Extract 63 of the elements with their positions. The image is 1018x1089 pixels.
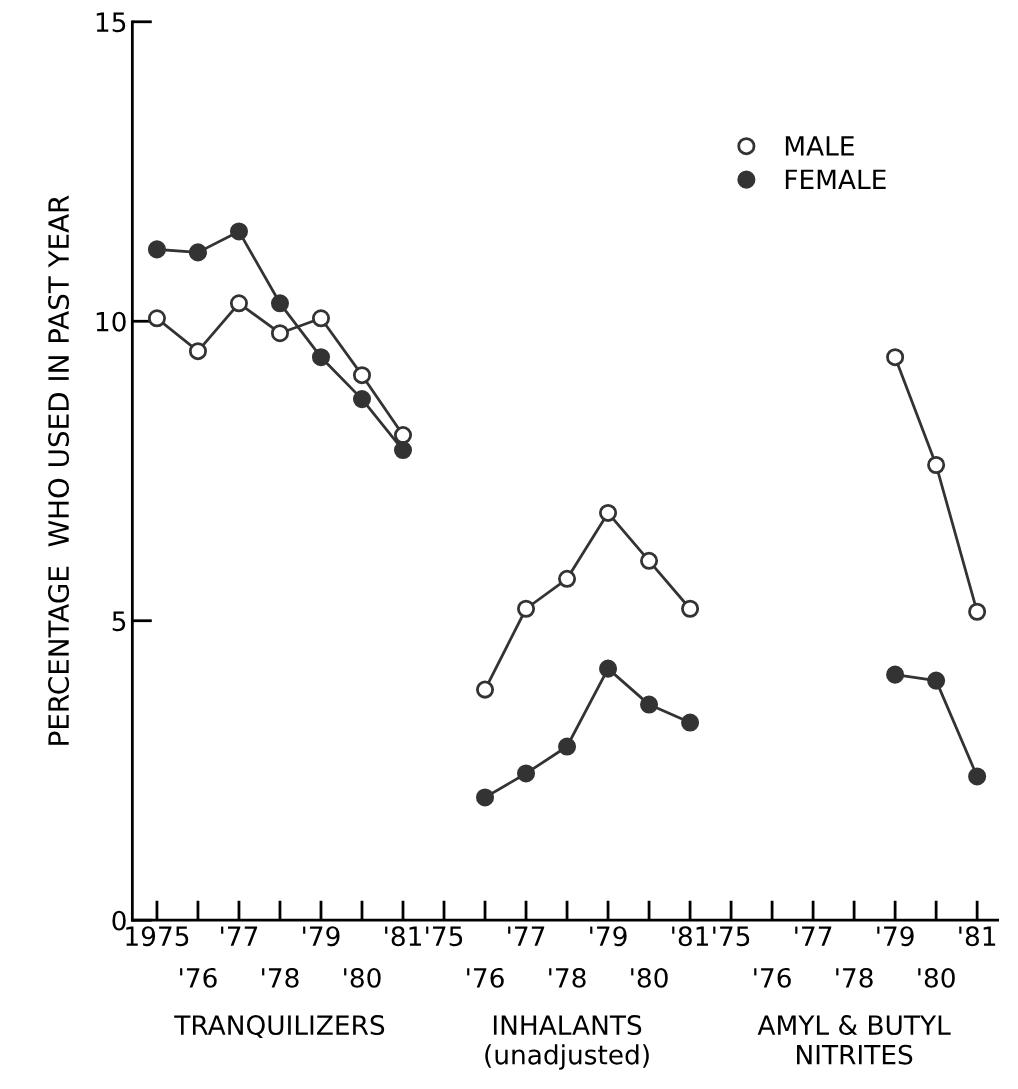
x-tick-label: '81 <box>959 926 996 947</box>
point <box>311 348 331 367</box>
point <box>681 599 700 618</box>
x-tick-label: '80 <box>344 967 381 988</box>
x-tick-label: '80 <box>918 967 955 988</box>
x-tick-label: '79 <box>590 926 627 947</box>
x-tick-label: '78 <box>836 967 873 988</box>
y-axis-title: PERCENTAGE WHO USED IN PAST YEAR <box>48 195 70 745</box>
point <box>558 737 577 756</box>
point <box>229 222 248 241</box>
x-tick-label: '77 <box>508 926 545 946</box>
point <box>352 366 372 385</box>
x-tick-label: '75 <box>426 926 463 947</box>
point <box>270 294 289 313</box>
point <box>147 240 166 259</box>
y-tick-label: 0 <box>112 910 126 931</box>
x-tick-label: '81 <box>385 926 421 947</box>
point <box>968 767 987 786</box>
point <box>188 243 207 262</box>
x-tick-label: '76 <box>754 967 791 988</box>
point <box>188 342 207 361</box>
point <box>681 713 700 732</box>
x-tick-label: '79 <box>877 926 914 947</box>
point <box>886 665 905 684</box>
point <box>886 348 905 367</box>
point <box>927 671 946 690</box>
point <box>475 788 495 807</box>
point <box>147 309 166 328</box>
point <box>393 441 413 460</box>
x-tick-label: '76 <box>467 967 504 988</box>
point <box>311 309 331 328</box>
point <box>517 599 536 618</box>
point <box>599 659 618 678</box>
legend-label: FEMALE <box>785 169 886 189</box>
x-tick-label: '76 <box>180 967 217 988</box>
point <box>352 390 372 409</box>
point <box>270 324 289 343</box>
point <box>640 695 659 714</box>
point <box>558 569 577 588</box>
x-tick-label: '75 <box>713 926 750 947</box>
legend-label: MALE <box>785 136 854 156</box>
point <box>517 764 536 783</box>
point <box>640 551 659 570</box>
text: AMYL & BUTYL NITRITES <box>757 1015 951 1065</box>
x-tick-label: '77 <box>795 926 832 946</box>
x-tick-label: '77 <box>221 926 258 946</box>
x-tick-label: '78 <box>262 967 299 988</box>
point <box>599 503 618 522</box>
point <box>475 680 495 699</box>
x-tick-label: '81 <box>672 926 709 947</box>
point <box>393 426 413 445</box>
x-tick-label: '79 <box>303 926 340 947</box>
x-tick-label: '78 <box>549 967 586 988</box>
y-tick-label: 10 <box>96 311 126 332</box>
x-tick-label: '80 <box>631 967 668 988</box>
point <box>229 294 248 313</box>
text: TRANQUILIZERS <box>174 1015 385 1039</box>
point <box>927 455 946 475</box>
point <box>968 602 987 621</box>
y-tick-label: 15 <box>96 12 126 33</box>
y-tick-label: 5 <box>112 611 126 632</box>
text: INHALANTS (unadjusted) <box>485 1015 649 1070</box>
x-tick-label: 1975 <box>126 926 189 947</box>
